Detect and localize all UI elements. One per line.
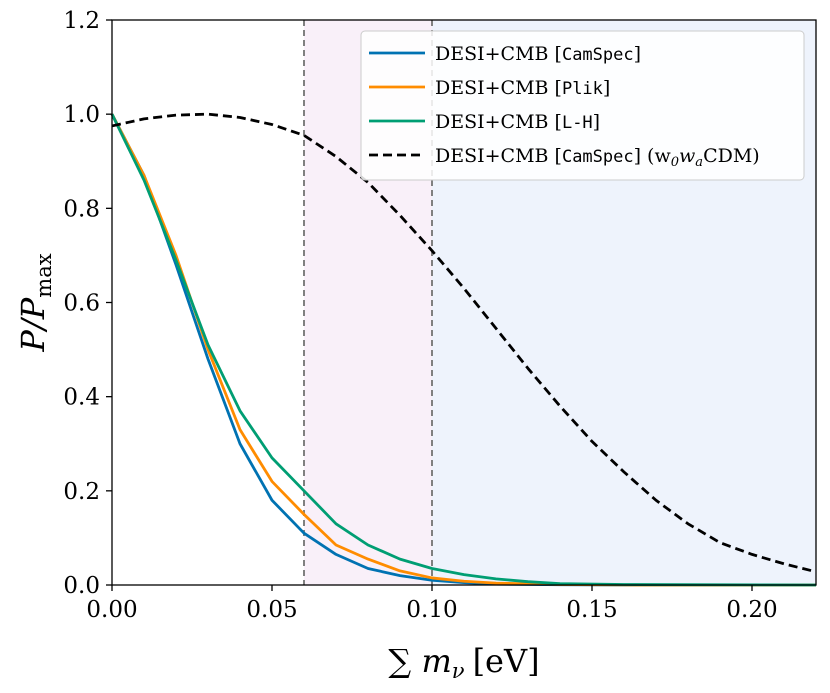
x-axis-ticks: 0.00 0.05 0.10 0.15 0.20 — [86, 585, 778, 623]
x-tick-label: 0.10 — [406, 597, 457, 623]
y-axis-label: P/Pmax — [14, 253, 56, 352]
legend-label-1: DESI+CMB [Plik] — [435, 77, 610, 99]
legend-label-3: DESI+CMB [CamSpec] (w0waCDM) — [435, 145, 760, 170]
y-axis-ticks: 0.0 0.2 0.4 0.6 0.8 1.0 1.2 — [63, 8, 112, 599]
y-tick-label: 0.6 — [63, 291, 100, 317]
y-axis-label-main: P/P — [14, 297, 52, 352]
x-axis-label: ∑ mν [eV] — [388, 642, 539, 683]
series-line-3 — [111, 112, 817, 574]
y-tick-label: 0.8 — [63, 196, 100, 222]
x-axis-label-unit: [eV] — [473, 642, 540, 680]
x-tick-label: 0.20 — [726, 597, 777, 623]
x-tick-label: 0.05 — [246, 597, 297, 623]
legend-label-0: DESI+CMB [CamSpec] — [435, 43, 641, 65]
x-tick-label: 0.15 — [566, 597, 617, 623]
legend-label-2: DESI+CMB [L-H] — [435, 111, 600, 133]
y-tick-label: 1.0 — [63, 102, 100, 128]
y-tick-label: 0.0 — [63, 573, 100, 599]
y-tick-label: 0.2 — [63, 479, 100, 505]
x-axis-label-main: ∑ m — [388, 642, 451, 680]
y-tick-label: 0.4 — [63, 385, 100, 411]
y-axis-label-sub: max — [32, 253, 56, 297]
legend: DESI+CMB [CamSpec] DESI+CMB [Plik] DESI+CM… — [360, 30, 805, 181]
legend-box — [360, 30, 805, 181]
y-tick-label: 1.2 — [63, 8, 100, 34]
series-line-2 — [110, 113, 817, 587]
x-tick-label: 0.00 — [86, 597, 137, 623]
x-axis-label-sub: ν — [452, 659, 465, 683]
